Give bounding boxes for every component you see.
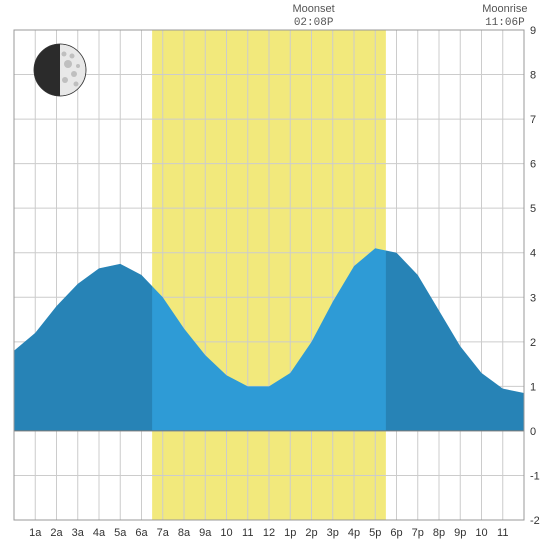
y-tick-label: 9 <box>530 25 536 37</box>
x-tick-label: 5p <box>369 527 381 539</box>
y-tick-label: 5 <box>530 203 536 215</box>
x-tick-label: 7p <box>412 527 424 539</box>
y-tick-label: 4 <box>530 248 536 260</box>
x-tick-label: 5a <box>114 527 127 539</box>
x-tick-label: 8a <box>178 527 191 539</box>
x-tick-label: 1a <box>29 527 42 539</box>
x-tick-label: 3a <box>72 527 85 539</box>
y-tick-label: 8 <box>530 70 536 82</box>
x-tick-label: 9a <box>199 527 212 539</box>
x-tick-label: 10 <box>475 527 487 539</box>
x-tick-label: 12 <box>263 527 275 539</box>
x-tick-label: 4a <box>93 527 106 539</box>
x-tick-label: 7a <box>157 527 170 539</box>
y-tick-label: -2 <box>530 515 540 527</box>
y-tick-label: -1 <box>530 470 540 482</box>
moonrise-time: 11:06P <box>485 17 525 29</box>
moonrise-label: Moonrise <box>482 3 527 15</box>
moon-phase-icon <box>34 44 86 96</box>
moonset-time: 02:08P <box>294 17 334 29</box>
x-tick-label: 11 <box>497 527 508 539</box>
y-tick-label: 2 <box>530 337 536 349</box>
chart-svg: -2-101234567891a2a3a4a5a6a7a8a9a1011121p… <box>0 0 550 550</box>
x-tick-label: 4p <box>348 527 360 539</box>
x-tick-label: 1p <box>284 527 296 539</box>
x-tick-label: 3p <box>327 527 339 539</box>
x-tick-label: 11 <box>242 527 253 539</box>
y-tick-label: 0 <box>530 426 536 438</box>
y-tick-label: 6 <box>530 159 536 171</box>
y-tick-label: 7 <box>530 114 536 126</box>
moonset-label: Moonset <box>293 3 335 15</box>
tide-chart: -2-101234567891a2a3a4a5a6a7a8a9a1011121p… <box>0 0 550 550</box>
x-tick-label: 6a <box>135 527 148 539</box>
x-tick-label: 2p <box>305 527 317 539</box>
x-tick-label: 9p <box>454 527 466 539</box>
x-tick-label: 10 <box>220 527 232 539</box>
x-tick-label: 2a <box>50 527 63 539</box>
x-tick-label: 8p <box>433 527 445 539</box>
x-tick-label: 6p <box>390 527 402 539</box>
y-tick-label: 3 <box>530 292 536 304</box>
y-tick-label: 1 <box>530 381 536 393</box>
